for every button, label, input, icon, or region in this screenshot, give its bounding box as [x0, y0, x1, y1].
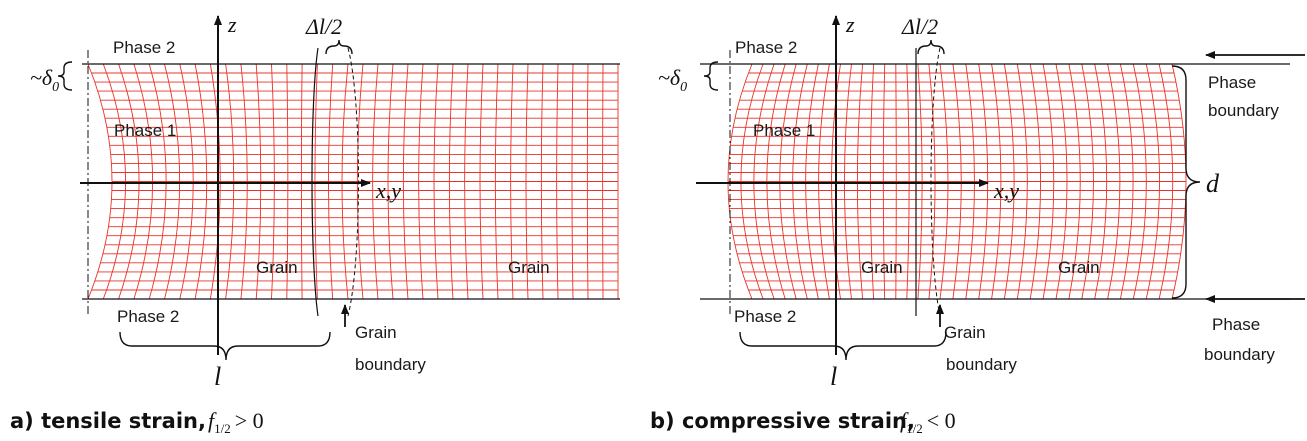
panel-b-grain-left: Grain — [861, 258, 903, 277]
panel-a-axis-xy-label: x,y — [375, 178, 401, 203]
panel-a-delta0-brace — [57, 61, 73, 91]
panel-b-phase-boundary-bottom-label-1: Phase — [1212, 315, 1260, 334]
panel-a-grain-boundary-inner — [347, 47, 359, 317]
panel-a-phase2-bottom: Phase 2 — [117, 307, 179, 326]
panel-a-l-brace — [119, 331, 331, 361]
panel-a-grain-boundary-label-2: boundary — [355, 355, 426, 374]
panel-b-grain-boundary-inner — [930, 47, 941, 317]
panel-b: z x,y Δl/2 ~δ0 Phase 2 Phase 1 Phase 2 G… — [650, 12, 1305, 436]
panel-b-caption-math: f1/2 < 0 — [900, 408, 956, 436]
panel-b-axis-z-label: z — [845, 12, 855, 37]
mesh-col — [87, 63, 113, 300]
panel-b-d-brace — [1171, 65, 1201, 299]
panel-b-phase2-top: Phase 2 — [735, 38, 797, 57]
panel-b-grain-boundary-label-1: Grain — [944, 323, 986, 342]
panel-b-phase1: Phase 1 — [753, 121, 815, 140]
panel-b-phase-boundary-bottom-label-2: boundary — [1204, 345, 1275, 364]
panel-a-l-label: l — [214, 362, 221, 391]
panel-b-phase-boundary-top-label-1: Phase — [1208, 73, 1256, 92]
panel-b-grain-boundary-label-2: boundary — [946, 355, 1017, 374]
panel-b-delta-l-brace — [917, 39, 945, 55]
panel-b-l-label: l — [830, 362, 837, 391]
panel-a: z x,y Δl/2 ~δ0 Phase 2 Phase 1 Phase 2 G… — [10, 12, 620, 436]
panel-b-delta-l-label: Δl/2 — [901, 14, 938, 39]
panel-b-caption: b) compressive strain, — [650, 409, 915, 433]
panel-a-grain-left: Grain — [256, 258, 298, 277]
panel-b-l-brace — [739, 331, 947, 361]
panel-b-phase-boundary-top-label-2: boundary — [1208, 101, 1279, 120]
panel-b-delta0-label: ~δ0 — [658, 65, 687, 95]
panel-b-phase2-bottom: Phase 2 — [734, 307, 796, 326]
panel-a-delta-l-label: Δl/2 — [305, 14, 342, 39]
panel-a-grain-boundary-outline — [311, 47, 319, 317]
panel-a-grain-boundary-label-1: Grain — [355, 323, 397, 342]
panel-a-axis-z-label: z — [227, 12, 237, 37]
panel-a-phase2-top: Phase 2 — [113, 38, 175, 57]
panel-a-delta-l-brace — [325, 39, 353, 55]
panel-a-delta0-label: ~δ0 — [30, 65, 59, 95]
panel-b-delta0-brace — [703, 61, 719, 91]
panel-a-caption-math: f1/2 > 0 — [208, 408, 264, 436]
panel-a-phase1: Phase 1 — [114, 121, 176, 140]
panel-b-grain-right: Grain — [1058, 258, 1100, 277]
panel-a-caption: a) tensile strain, — [10, 409, 206, 433]
panel-a-mesh — [87, 63, 619, 300]
panel-a-grain-right: Grain — [508, 258, 550, 277]
panel-b-d-label: d — [1206, 169, 1220, 198]
panel-b-mesh — [727, 63, 1187, 300]
panel-b-axis-xy-label: x,y — [993, 178, 1019, 203]
